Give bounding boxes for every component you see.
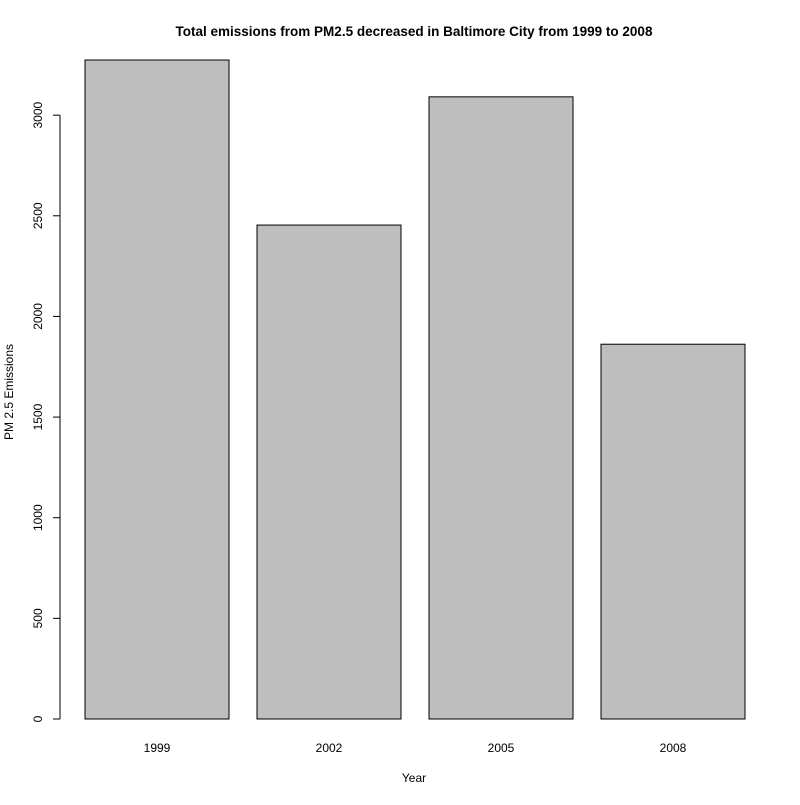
y-axis: 0 500 1000 1500 2000 2500 3000 (31, 101, 61, 722)
bar-2008 (600, 343, 746, 720)
x-axis-label: Year (402, 771, 426, 785)
x-tick-label: 2002 (316, 741, 343, 755)
bars-group (84, 59, 746, 720)
y-tick-label: 2500 (31, 202, 45, 229)
bar-1999 (84, 59, 230, 720)
bar-2005 (428, 96, 574, 720)
y-tick-label: 500 (31, 608, 45, 628)
y-tick-label: 1000 (31, 504, 45, 531)
y-tick-label: 0 (31, 715, 45, 722)
bar-2002 (256, 224, 402, 720)
y-tick-label: 3000 (31, 101, 45, 128)
x-tick-labels: 1999 2002 2005 2008 (144, 741, 687, 755)
y-tick-label: 2000 (31, 303, 45, 330)
x-tick-label: 2005 (488, 741, 515, 755)
x-tick-label: 1999 (144, 741, 171, 755)
chart-title: Total emissions from PM2.5 decreased in … (176, 24, 653, 39)
x-tick-label: 2008 (660, 741, 687, 755)
y-axis-label: PM 2.5 Emissions (2, 344, 16, 440)
y-tick-label: 1500 (31, 403, 45, 430)
